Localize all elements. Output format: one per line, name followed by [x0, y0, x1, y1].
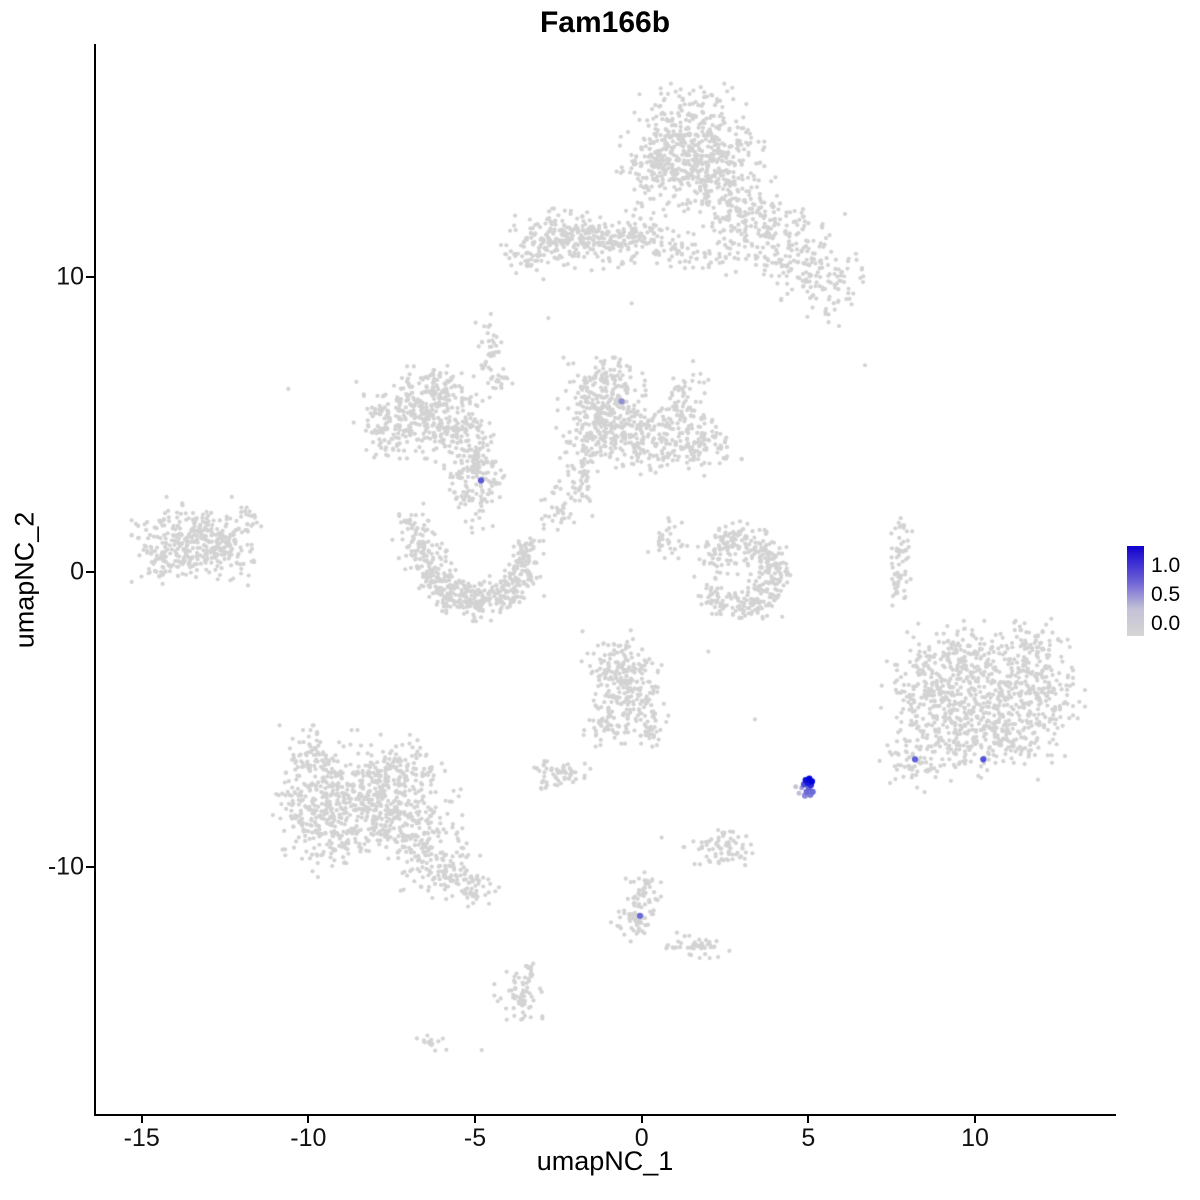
tick-mark: [307, 1115, 310, 1123]
tick-mark: [86, 275, 94, 278]
legend-colorbar: [1127, 546, 1144, 636]
x-tick-label: 0: [634, 1124, 649, 1152]
x-tick-label: 5: [801, 1124, 816, 1152]
y-axis-line: [94, 44, 96, 1116]
x-tick-label: -5: [463, 1124, 487, 1152]
legend-tick-label: 0.5: [1151, 583, 1181, 606]
legend-tick-label: 0.0: [1151, 612, 1181, 635]
x-tick-label: -10: [290, 1124, 327, 1152]
plot-title: Fam166b: [539, 6, 671, 39]
y-tick-label: 0: [70, 557, 84, 586]
x-axis-line: [94, 1114, 1116, 1116]
tick-mark: [474, 1115, 476, 1123]
y-tick-label: 10: [56, 262, 84, 291]
tick-mark: [807, 1115, 810, 1123]
x-axis-title: umapNC_1: [536, 1146, 674, 1176]
tick-mark: [86, 866, 94, 869]
tick-mark: [640, 1115, 643, 1123]
x-tick-label: 10: [961, 1124, 989, 1152]
legend-tick-label: 1.0: [1151, 554, 1181, 577]
tick-mark: [140, 1115, 143, 1123]
tick-mark: [86, 570, 94, 573]
tick-mark: [974, 1115, 976, 1123]
y-axis-title: umapNC_2: [9, 511, 40, 649]
y-tick-label: -10: [47, 852, 84, 881]
x-tick-label: -15: [123, 1124, 160, 1152]
